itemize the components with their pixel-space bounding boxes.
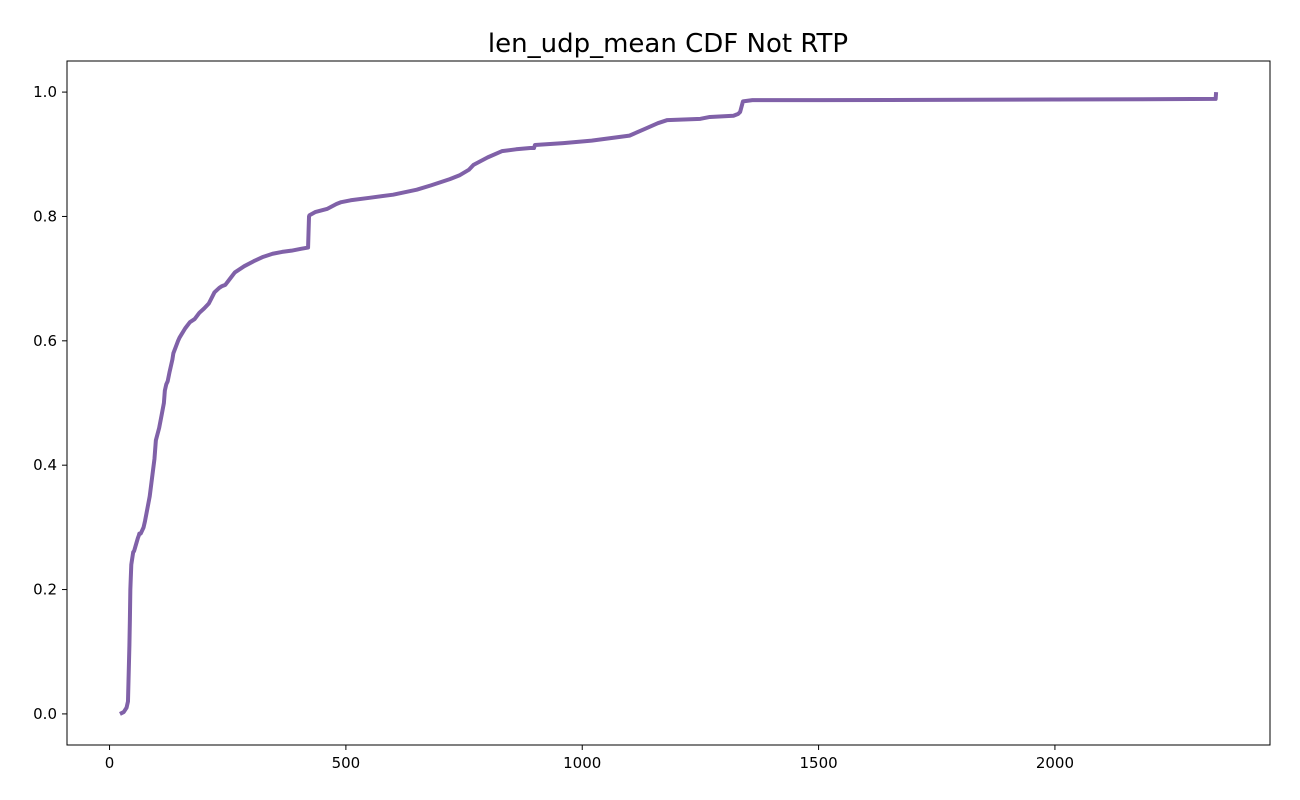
plot-frame xyxy=(66,60,1271,746)
series-group xyxy=(119,91,1219,716)
x-axis: 0 500 1000 1500 2000 xyxy=(105,745,1074,772)
y-tick-label: 0.2 xyxy=(33,581,57,599)
y-tick-label: 0.0 xyxy=(33,705,57,723)
x-tick-label: 1000 xyxy=(563,754,601,772)
chart-title: len_udp_mean CDF Not RTP xyxy=(488,29,848,59)
y-tick-label: 0.4 xyxy=(33,456,57,474)
y-tick-label: 0.8 xyxy=(33,207,57,225)
y-axis: 0.0 0.2 0.4 0.6 0.8 1.0 xyxy=(33,83,67,723)
x-tick-label: 1500 xyxy=(799,754,837,772)
cdf-series-line xyxy=(119,91,1219,716)
y-tick-label: 1.0 xyxy=(33,83,57,101)
x-tick-label: 2000 xyxy=(1036,754,1074,772)
x-tick-label: 0 xyxy=(105,754,115,772)
x-tick-label: 500 xyxy=(332,754,361,772)
y-tick-label: 0.6 xyxy=(33,332,57,350)
